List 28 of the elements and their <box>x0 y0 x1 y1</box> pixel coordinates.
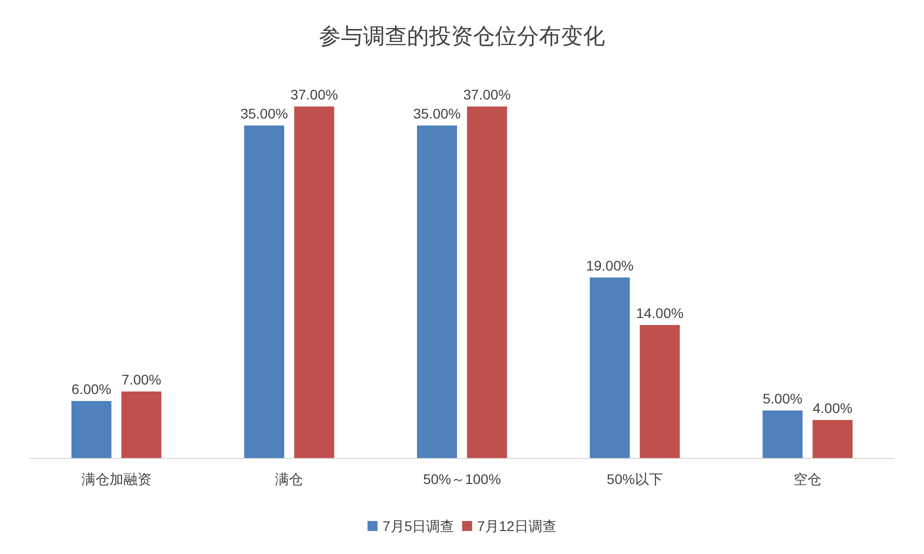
data-label: 35.00% <box>240 106 288 122</box>
bar <box>121 392 162 458</box>
data-label: 6.00% <box>72 381 112 397</box>
data-label: 35.00% <box>413 106 461 122</box>
x-tick-label: 满仓 <box>275 471 304 487</box>
bar <box>467 106 507 458</box>
bar <box>640 325 680 458</box>
bar <box>590 278 630 458</box>
bar <box>762 410 803 458</box>
bar <box>417 126 457 458</box>
chart-title: 参与调查的投资仓位分布变化 <box>319 24 605 48</box>
data-label: 4.00% <box>812 400 852 416</box>
data-label: 5.00% <box>762 390 802 406</box>
bar <box>812 420 853 458</box>
data-label: 19.00% <box>586 258 634 274</box>
data-label: 14.00% <box>636 305 684 321</box>
bar <box>71 401 112 458</box>
legend-label: 7月12日调查 <box>477 518 556 534</box>
x-tick-label: 50%～100% <box>423 471 501 487</box>
x-tick-label: 满仓加融资 <box>81 471 152 487</box>
data-label: 37.00% <box>290 86 338 102</box>
bar <box>294 106 334 458</box>
x-tick-label: 空仓 <box>794 471 822 487</box>
legend-label: 7月5日调查 <box>382 518 454 534</box>
x-tick-label: 50%以下 <box>606 471 663 487</box>
bar <box>244 126 284 458</box>
data-label: 7.00% <box>122 372 162 388</box>
data-label: 37.00% <box>463 86 511 102</box>
